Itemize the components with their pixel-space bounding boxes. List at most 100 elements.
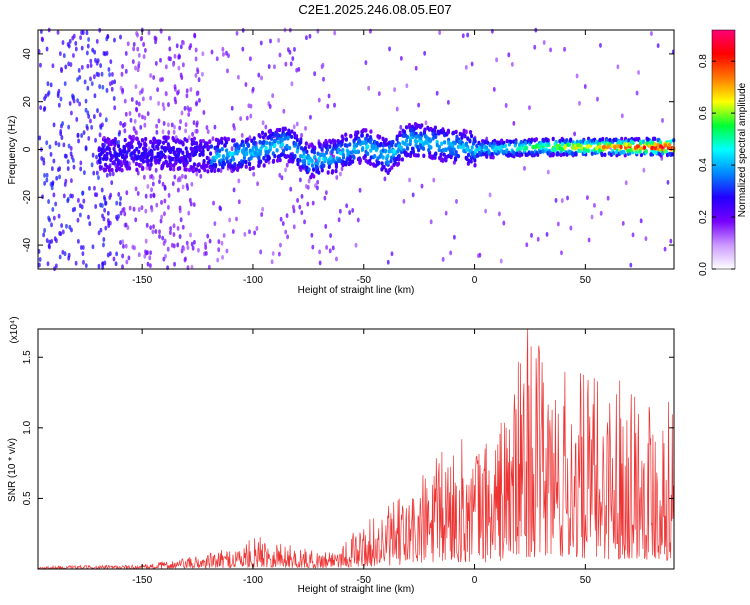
spectrogram-cell	[110, 86, 114, 92]
spectrogram-cell	[397, 144, 401, 149]
spectrogram-cell	[631, 140, 635, 146]
spectrogram-cell	[283, 136, 287, 141]
spectrogram-cell	[249, 103, 253, 109]
spectrogram-cell	[333, 102, 336, 108]
spectrogram-image	[37, 27, 676, 272]
spectrogram-cell	[112, 96, 116, 101]
spectrogram-cell	[558, 146, 562, 151]
spectrogram-cell	[189, 106, 192, 112]
spectrogram-cell	[62, 53, 66, 59]
spectrogram-cell	[238, 162, 242, 167]
spectrogram-cell	[253, 150, 257, 156]
spectrogram-cell	[161, 102, 165, 108]
spectrogram-cell	[308, 33, 312, 39]
spectrogram-cell	[395, 137, 399, 142]
spectrogram-cell	[464, 129, 468, 135]
spectrogram-cell	[216, 257, 220, 263]
spectrogram-cell	[653, 136, 657, 142]
spectrogram-cell	[204, 245, 208, 250]
spectrogram-cell	[168, 230, 172, 235]
spectrogram-cell	[120, 71, 124, 77]
spectrogram-cell	[84, 263, 88, 269]
spectrogram-cell	[399, 55, 403, 61]
spectrogram-cell	[484, 145, 489, 150]
spectrogram-cell	[644, 148, 648, 154]
spectrogram-cell	[105, 88, 109, 93]
spectrogram-cell	[125, 259, 129, 265]
spectrogram-cell	[414, 125, 419, 130]
spectrogram-cell	[142, 174, 146, 180]
spectrogram-cell	[134, 161, 139, 167]
spectrogram-cell	[192, 120, 196, 126]
spectrogram-cell	[93, 93, 97, 99]
spectrogram-cell	[405, 146, 410, 151]
spectrogram-cell	[213, 168, 217, 174]
spectrogram-cell	[499, 258, 503, 264]
spectrogram-cell	[292, 124, 296, 130]
spectrogram-cell	[574, 152, 578, 157]
spectrogram-cell	[336, 158, 340, 164]
spectrogram-cell	[400, 157, 404, 162]
spectrogram-cell	[185, 240, 189, 246]
spectrogram-cell	[595, 146, 599, 151]
figure-title: C2E1.2025.246.08.05.E07	[298, 2, 451, 17]
spectrogram-cell	[237, 145, 241, 151]
spectrogram-cell	[224, 139, 228, 145]
spectrogram-cell	[381, 155, 385, 160]
spectrogram-cell	[404, 125, 409, 130]
spectrogram-cell	[492, 86, 496, 92]
spectrogram-cell	[105, 151, 109, 157]
spectrogram-cell	[206, 129, 210, 135]
spectrogram-cell	[267, 155, 271, 161]
spectrogram-cell	[65, 223, 68, 229]
spectrogram-cell	[169, 56, 172, 62]
spectrogram-cell	[477, 150, 482, 156]
spectrogram-cell	[82, 130, 86, 135]
spectrogram-cell	[300, 132, 303, 138]
spectrogram-cell	[80, 64, 84, 70]
spectrogram-cell	[453, 234, 456, 240]
spectrogram-cell	[61, 121, 65, 126]
spectrogram-cell	[429, 126, 433, 132]
spectrogram-cell	[268, 141, 272, 146]
spectrogram-cell	[108, 251, 112, 257]
spectrogram-cell	[249, 56, 252, 62]
spectrogram-cell	[320, 147, 324, 152]
spectrogram-cell	[495, 57, 499, 63]
spectrogram-cell	[327, 164, 331, 170]
spectrogram-cell	[104, 156, 108, 162]
spectrogram-cell	[213, 145, 217, 151]
spectrogram-cell	[141, 159, 146, 164]
spectrogram-cell	[300, 210, 304, 216]
spectrogram-cell	[298, 177, 302, 183]
spectrogram-cell	[181, 62, 185, 68]
spectrogram-cell	[549, 47, 552, 53]
spectrogram-cell	[88, 185, 91, 191]
spectrogram-cell	[151, 229, 155, 235]
spectrogram-cell	[176, 90, 179, 96]
spectrogram-cell	[341, 162, 345, 168]
spectrogram-cell	[179, 217, 183, 223]
spectrogram-cell	[273, 64, 276, 70]
spectrogram-cell	[193, 239, 196, 245]
spectrogram-cell	[275, 136, 280, 141]
spectrogram-cell	[149, 193, 153, 199]
spectrogram-cell	[90, 125, 94, 130]
spectrogram-cell	[248, 229, 251, 235]
spectrogram-cell	[279, 216, 283, 222]
spectrogram-cell	[145, 165, 149, 171]
spectrogram-cell	[225, 50, 228, 56]
spectrogram-cell	[534, 137, 539, 142]
spectrogram-cell	[309, 158, 313, 163]
spectrogram-cell	[563, 46, 566, 52]
spectrogram-cell	[137, 101, 141, 107]
spectrogram-cell	[324, 156, 328, 161]
spectrogram-cell	[583, 84, 587, 89]
spectrogram-cell	[54, 140, 58, 146]
spectrogram-cell	[278, 52, 282, 58]
spectrogram-cell	[198, 147, 202, 153]
spectrogram-cell	[375, 161, 380, 167]
spectrogram-cell	[449, 250, 453, 256]
spectrogram-cell	[71, 157, 75, 163]
spectrogram-cell	[190, 264, 194, 270]
